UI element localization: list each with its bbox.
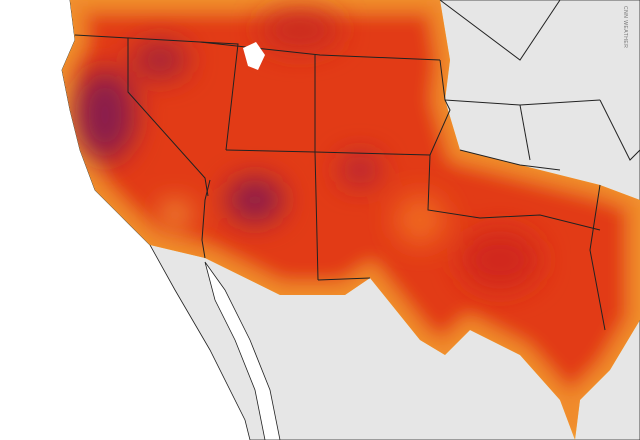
gulf-of-california [204, 261, 281, 440]
heat-peaks [75, 10, 540, 290]
great-salt-lake [243, 42, 265, 70]
state-borders [74, 0, 640, 331]
credit: CNN WEATHER [622, 6, 628, 48]
